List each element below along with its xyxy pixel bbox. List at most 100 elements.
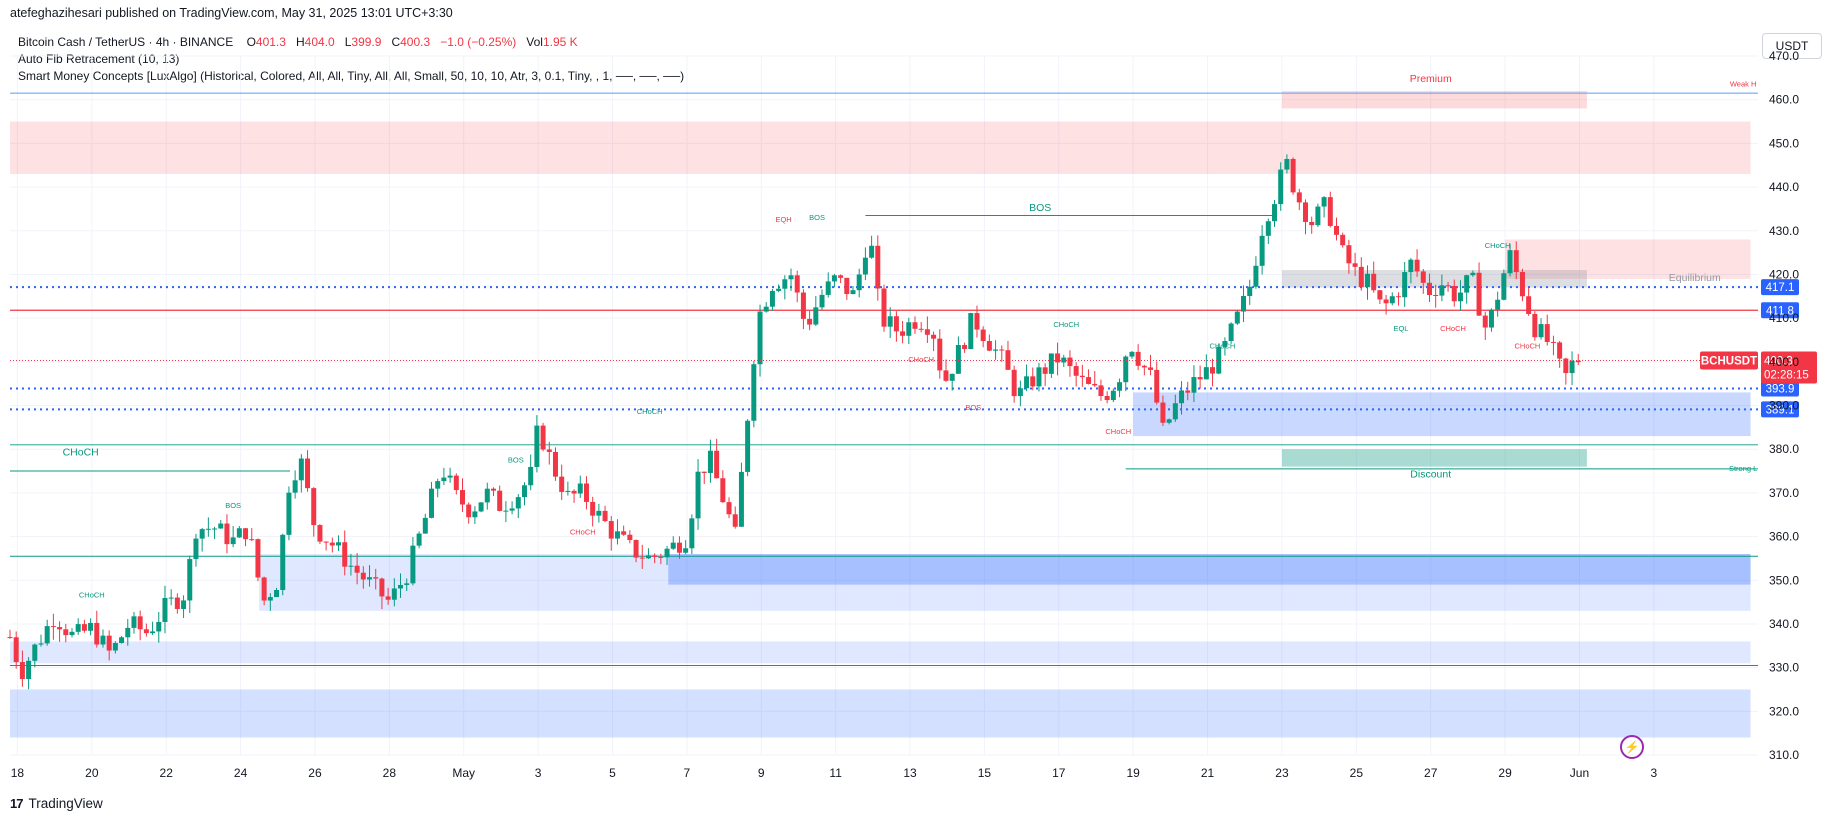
- lightning-icon[interactable]: ⚡: [1620, 735, 1644, 759]
- y-tick-label: 400.0: [1769, 355, 1799, 369]
- zone-supply-right: [1505, 239, 1751, 279]
- candle-body: [602, 510, 608, 522]
- candle-body: [218, 523, 224, 529]
- candle-body: [782, 279, 788, 289]
- candle-body: [1538, 324, 1544, 338]
- candle-body: [900, 331, 906, 336]
- candle-body: [1575, 360, 1581, 363]
- candle-body: [478, 502, 484, 512]
- candle-body: [1532, 313, 1538, 338]
- x-tick-label: 29: [1498, 766, 1512, 780]
- low-label: L: [344, 35, 352, 49]
- candle-body: [75, 624, 81, 632]
- currency-button[interactable]: USDT: [1762, 33, 1822, 59]
- candle-body: [1544, 324, 1550, 342]
- indicator-smc[interactable]: Smart Money Concepts [LuxAlgo] (Historic…: [18, 69, 685, 83]
- y-tick-label: 420.0: [1769, 267, 1799, 281]
- symbol-row[interactable]: Bitcoin Cash / TetherUS · 4h · BINANCE O…: [18, 34, 684, 51]
- candle-body: [614, 531, 620, 539]
- y-tick-label: 320.0: [1769, 704, 1799, 718]
- candle-body: [559, 476, 565, 492]
- candle-body: [1519, 272, 1525, 297]
- x-tick-label: 5: [609, 766, 616, 780]
- candle-body: [819, 294, 825, 308]
- candle-body: [924, 329, 930, 335]
- y-tick-label: 390.0: [1769, 399, 1799, 413]
- candle-body: [1272, 204, 1278, 222]
- symbol-name: Bitcoin Cash / TetherUS · 4h · BINANCE: [18, 35, 234, 49]
- candle-body: [1222, 341, 1228, 347]
- candle-body: [918, 328, 924, 330]
- candle-body: [1265, 221, 1271, 236]
- candle-body: [1426, 282, 1432, 295]
- candle-body: [323, 541, 329, 543]
- candle-body: [224, 523, 230, 545]
- candle-body: [212, 528, 218, 530]
- candle-body: [404, 583, 410, 585]
- candle-body: [676, 542, 682, 553]
- candle-body: [1557, 342, 1563, 359]
- candle-body: [453, 475, 459, 491]
- candle-body: [931, 334, 937, 339]
- candle-body: [515, 497, 521, 509]
- zone-demand-wide: [259, 554, 1751, 611]
- annotation-label: CHoCH: [570, 527, 596, 536]
- change-value: −1.0 (−0.25%): [440, 35, 517, 49]
- annotation-label: CHoCH: [1105, 427, 1131, 436]
- level-tag-label: 389.1: [1766, 404, 1795, 416]
- candle-body: [38, 643, 44, 645]
- candle-body: [1247, 286, 1253, 297]
- candle-body: [1377, 290, 1383, 300]
- y-tick-label: 430.0: [1769, 224, 1799, 238]
- candle-body: [1172, 403, 1178, 420]
- level-tag-label: 417.1: [1766, 282, 1795, 294]
- y-tick-label: 460.0: [1769, 93, 1799, 107]
- x-tick-label: 26: [308, 766, 322, 780]
- candle-body: [354, 565, 360, 573]
- candle-body: [875, 245, 881, 289]
- candle-body: [1315, 206, 1321, 226]
- candle-body: [398, 584, 404, 589]
- candle-body: [1117, 382, 1123, 391]
- candle-body: [1228, 323, 1234, 342]
- candle-body: [119, 637, 125, 644]
- candle-body: [714, 450, 720, 479]
- candle-body: [193, 538, 199, 560]
- x-tick-label: 21: [1201, 766, 1215, 780]
- candle-body: [906, 322, 912, 336]
- candle-body: [943, 370, 949, 381]
- candle-body: [720, 478, 726, 503]
- tradingview-brand[interactable]: 17 TradingView: [10, 796, 103, 811]
- y-tick-label: 440.0: [1769, 180, 1799, 194]
- candle-body: [1017, 388, 1023, 397]
- candle-body: [205, 528, 211, 530]
- x-tick-label: 7: [684, 766, 691, 780]
- brand-name: TradingView: [28, 796, 103, 811]
- candle-body: [459, 490, 465, 505]
- candle-body: [131, 616, 137, 628]
- candle-body: [1352, 263, 1358, 267]
- candle-body: [348, 565, 354, 567]
- candle-body: [1513, 250, 1519, 273]
- level-tag: [1761, 401, 1799, 418]
- x-tick-label: Jun: [1570, 766, 1589, 780]
- candle-body: [1464, 275, 1470, 293]
- candle-body: [416, 533, 422, 546]
- candle-body: [571, 490, 577, 494]
- candle-body: [1179, 390, 1185, 404]
- candle-body: [1079, 375, 1085, 378]
- candle-body: [1284, 158, 1290, 170]
- x-tick-label: May: [452, 766, 475, 780]
- x-tick-label: 15: [978, 766, 992, 780]
- candle-body: [986, 341, 992, 351]
- candle-body: [329, 542, 335, 546]
- level-tag-label: 411.8: [1766, 305, 1794, 317]
- candle-body: [1160, 402, 1166, 423]
- candle-body: [292, 480, 298, 493]
- y-tick-label: 310.0: [1769, 748, 1799, 762]
- candle-body: [317, 525, 323, 542]
- candle-body: [435, 481, 441, 489]
- candle-body: [1067, 357, 1073, 367]
- candle-body: [26, 660, 32, 680]
